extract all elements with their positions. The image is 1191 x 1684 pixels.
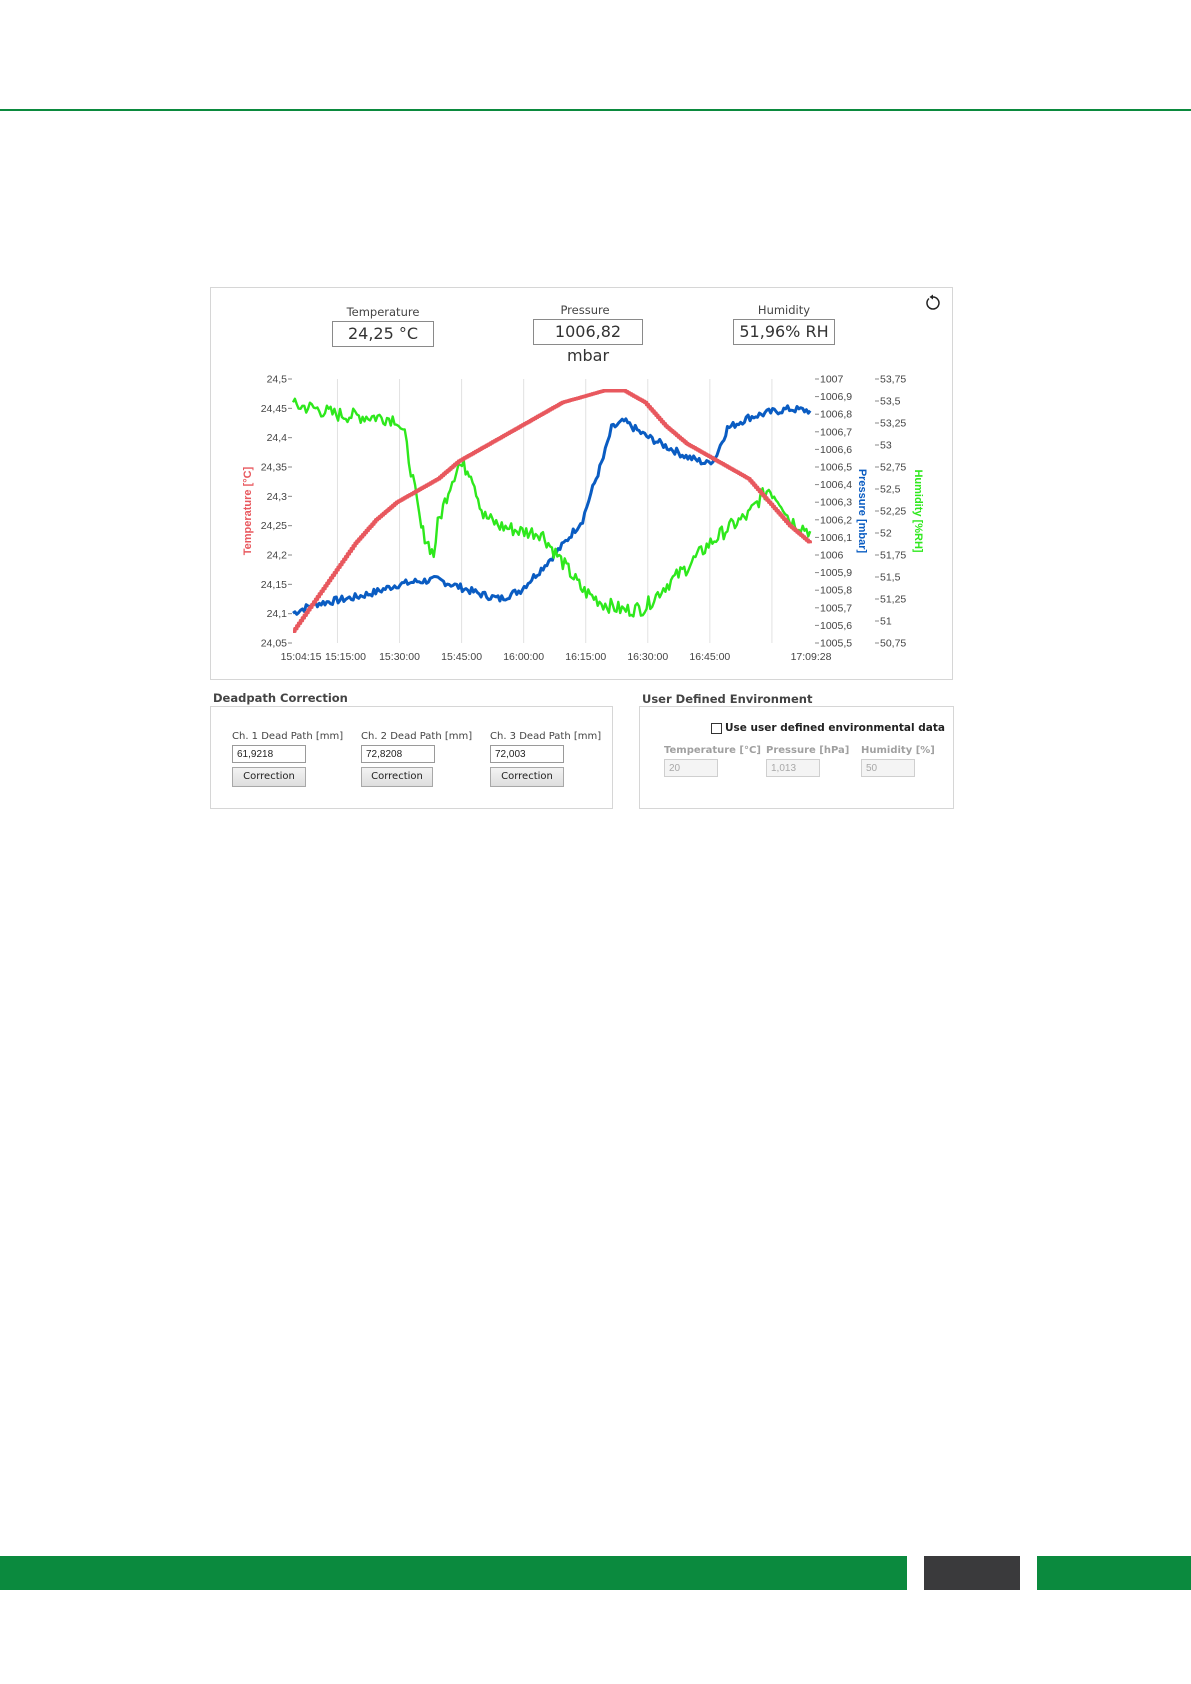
humidity-tick-label: 51,5 (880, 572, 901, 584)
pressure-readout-label: Pressure (560, 303, 610, 317)
x-tick-label: 16:45:00 (689, 651, 730, 663)
pressure-readout-value: 1006,82 mbar (533, 319, 643, 365)
user-pressure-input[interactable] (766, 759, 820, 777)
ch2-deadpath-label: Ch. 2 Dead Path [mm] (361, 731, 473, 742)
pressure-tick-label: 1006,4 (820, 479, 852, 491)
temperature-tick-label: 24,5 (267, 374, 288, 386)
pressure-tick-label: 1006,6 (820, 444, 852, 456)
temperature-tick-label: 24,05 (261, 638, 287, 650)
user-temperature-label: Temperature [°C] (664, 745, 761, 756)
pressure-tick-label: 1005,8 (820, 585, 852, 597)
ch1-deadpath-input[interactable] (232, 745, 306, 763)
x-tick-label: 15:45:00 (441, 651, 482, 663)
pressure-tick-label: 1006,2 (820, 514, 852, 526)
pressure-tick-label: 1006,8 (820, 409, 852, 421)
pressure-tick-label: 1006,9 (820, 391, 852, 403)
humidity-axis-title: Humidity [%RH] (912, 469, 924, 552)
humidity-readout-label: Humidity (757, 303, 811, 317)
temperature-tick-label: 24,1 (267, 608, 288, 620)
footer-bar-left (0, 1556, 907, 1590)
temperature-readout-label: Temperature (346, 305, 420, 319)
pressure-tick-label: 1006,1 (820, 532, 852, 544)
ch3-correction-button[interactable]: Correction (490, 767, 564, 787)
temperature-tick-label: 24,3 (267, 491, 288, 503)
x-tick-label: 16:30:00 (627, 651, 668, 663)
deadpath-group: Ch. 1 Dead Path [mm] Correction Ch. 2 De… (210, 706, 613, 809)
ch1-deadpath-label: Ch. 1 Dead Path [mm] (232, 731, 344, 742)
x-tick-label: 16:00:00 (503, 651, 544, 663)
temperature-readout-value: 24,25 °C (332, 321, 434, 347)
humidity-tick-label: 53,5 (880, 396, 901, 408)
temperature-axis-title: Temperature [°C] (242, 466, 254, 555)
humidity-tick-label: 52 (880, 528, 892, 540)
temperature-series-line (293, 388, 812, 634)
reset-zoom-icon[interactable] (924, 294, 942, 312)
ch3-deadpath-input[interactable] (490, 745, 564, 763)
use-user-env-label: Use user defined environmental data (725, 722, 945, 734)
pressure-tick-label: 1007 (820, 374, 844, 386)
pressure-tick-label: 1005,6 (820, 620, 852, 632)
humidity-tick-label: 52,5 (880, 484, 901, 496)
humidity-tick-label: 52,75 (880, 462, 906, 474)
temperature-tick-label: 24,25 (261, 520, 287, 532)
pressure-tick-label: 1006 (820, 550, 844, 562)
ch2-deadpath-input[interactable] (361, 745, 435, 763)
pressure-tick-label: 1006,3 (820, 497, 852, 509)
ch2-correction-button[interactable]: Correction (361, 767, 433, 787)
humidity-tick-label: 52,25 (880, 506, 906, 518)
user-humidity-input[interactable] (861, 759, 915, 777)
x-tick-label: 17:09:28 (791, 651, 832, 663)
x-tick-label: 15:04:15 (281, 651, 322, 663)
pressure-tick-label: 1005,7 (820, 602, 852, 614)
temperature-tick-label: 24,35 (261, 462, 287, 474)
humidity-series-line (291, 397, 812, 618)
user-env-group: Use user defined environmental data Temp… (639, 706, 954, 809)
temperature-tick-label: 24,45 (261, 403, 287, 415)
environment-chart-panel: Temperature 24,25 °C Pressure 1006,82 mb… (210, 287, 953, 680)
pressure-axis-title: Pressure [mbar] (856, 469, 868, 554)
humidity-tick-label: 50,75 (880, 638, 906, 650)
footer-page-tab (924, 1556, 1020, 1590)
temperature-tick-label: 24,15 (261, 579, 287, 591)
environment-line-chart[interactable]: 24,5 24,45 24,4 24,35 24,3 24,25 24,2 24,15 24,1… (211, 288, 952, 679)
pressure-tick-label: 1006,5 (820, 462, 852, 474)
deadpath-title: Deadpath Correction (213, 691, 348, 705)
temperature-tick-label: 24,4 (267, 432, 288, 444)
pressure-tick-label: 1006,7 (820, 426, 852, 438)
use-user-env-checkbox[interactable] (711, 723, 722, 734)
user-env-title: User Defined Environment (642, 692, 813, 706)
humidity-tick-label: 53,75 (880, 374, 906, 386)
x-tick-label: 16:15:00 (565, 651, 606, 663)
pressure-series-line (292, 404, 812, 616)
user-pressure-label: Pressure [hPa] (766, 745, 850, 756)
humidity-tick-label: 51,75 (880, 550, 906, 562)
pressure-tick-label: 1005,5 (820, 638, 852, 650)
humidity-tick-label: 51 (880, 616, 892, 628)
humidity-tick-label: 51,25 (880, 594, 906, 606)
user-temperature-input[interactable] (664, 759, 718, 777)
temperature-tick-label: 24,2 (267, 550, 288, 562)
humidity-readout-value: 51,96% RH (733, 319, 835, 345)
humidity-tick-label: 53,25 (880, 418, 906, 430)
x-tick-label: 15:30:00 (379, 651, 420, 663)
x-tick-label: 15:15:00 (325, 651, 366, 663)
pressure-tick-label: 1005,9 (820, 567, 852, 579)
footer-bar-right (1037, 1556, 1191, 1590)
ch1-correction-button[interactable]: Correction (232, 767, 306, 787)
ch3-deadpath-label: Ch. 3 Dead Path [mm] (490, 731, 602, 742)
humidity-tick-label: 53 (880, 440, 892, 452)
header-rule (0, 109, 1191, 111)
user-humidity-label: Humidity [%] (861, 745, 935, 756)
